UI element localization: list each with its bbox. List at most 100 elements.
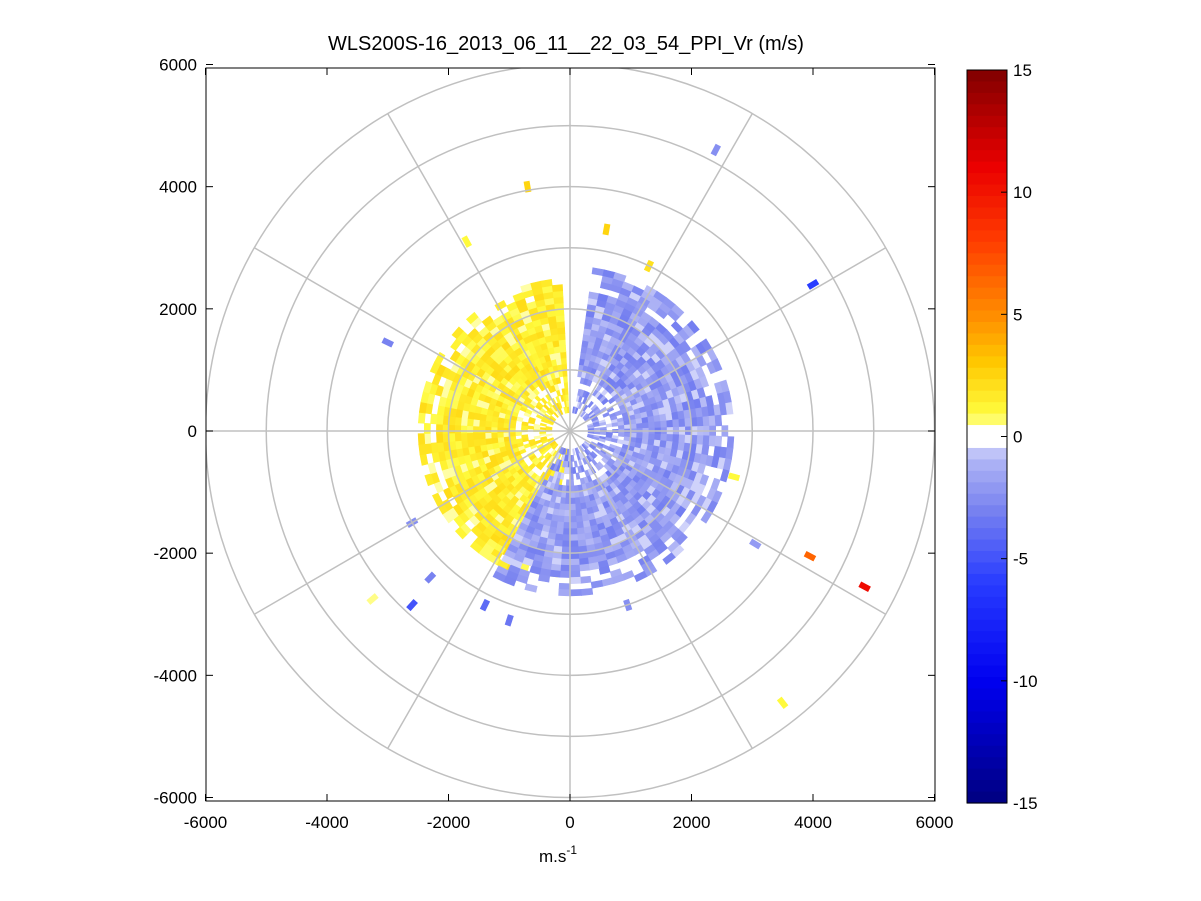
colorbar: 15 10 5 0 -5 -10 -15 [966, 61, 1038, 813]
range-gate-cell [702, 435, 710, 447]
colorbar-cell [967, 127, 1007, 140]
range-gate-cell [418, 443, 427, 456]
range-gate-cell [436, 432, 444, 444]
range-gate-cell [454, 432, 462, 442]
x-tick-label: 2000 [673, 813, 711, 832]
colorbar-cell [967, 218, 1007, 231]
range-gate-cell [501, 554, 514, 566]
range-gate-cell [539, 426, 547, 431]
colorbar-cell [967, 608, 1007, 621]
range-gate-cell [540, 279, 553, 288]
data-point [504, 614, 514, 627]
range-gate-cell [588, 562, 600, 571]
colorbar-cell [967, 505, 1007, 518]
range-gate-cell [417, 433, 426, 445]
range-gate-cell [569, 540, 579, 548]
range-gate-cell [569, 558, 580, 566]
range-gate-cell [556, 521, 564, 529]
range-gate-cell [565, 394, 569, 402]
range-gate-cell [702, 415, 710, 427]
range-gate-cell [671, 304, 685, 318]
range-gate-cell [725, 447, 734, 460]
range-gate-cell [560, 558, 571, 566]
colorbar-tick-label: 15 [1013, 61, 1032, 80]
colorbar-tick-label: -5 [1013, 550, 1028, 569]
range-gate-cell [569, 515, 577, 523]
y-tick-label: 2000 [159, 300, 197, 319]
range-gate-cell [605, 423, 613, 428]
range-gate-cell [564, 497, 571, 505]
range-gate-cell [594, 463, 602, 471]
y-tick-label: -6000 [154, 789, 197, 808]
range-gate-cell [569, 570, 581, 578]
range-gate-cell [686, 320, 700, 334]
range-gate-cell [662, 552, 676, 565]
range-gate-cell [562, 522, 571, 530]
colorbar-cell [967, 92, 1007, 105]
chart-title: WLS200S-16_2013_06_11__22_03_54_PPI_Vr (… [328, 33, 804, 55]
range-gate-cell [561, 540, 571, 548]
range-gate-cell [672, 419, 680, 428]
range-gate-cell [569, 497, 576, 505]
colorbar-cell [967, 585, 1007, 598]
range-gate-cell [555, 314, 565, 323]
range-gate-cell [576, 533, 586, 542]
data-point [366, 593, 379, 605]
colorbar-cell [967, 264, 1007, 277]
colorbar-cell [967, 287, 1007, 300]
colorbar-cell [967, 321, 1007, 335]
x-tick-label: -6000 [184, 813, 227, 832]
y-tick-label: 6000 [159, 56, 197, 75]
colorbar-cell [967, 734, 1007, 747]
range-gate-cell [490, 437, 499, 444]
range-gate-cell [575, 472, 581, 480]
data-point [710, 143, 721, 157]
x-tick-label: 6000 [916, 813, 954, 832]
range-gate-cell [527, 425, 535, 430]
colorbar-tick-label: 0 [1013, 428, 1022, 447]
axis-ticks: -6000 -4000 -2000 0 2000 4000 6000 -6000 -4000 -2… [154, 56, 954, 833]
range-gate-cell [460, 432, 468, 441]
range-gate-cell [466, 417, 474, 427]
data-point [727, 472, 741, 482]
data-point [479, 598, 491, 612]
range-gate-cell [551, 284, 564, 292]
range-gate-cell [562, 528, 571, 536]
range-gate-cell [496, 431, 504, 438]
range-gate-cell [636, 422, 644, 430]
colorbar-cell [967, 390, 1007, 403]
range-gate-cell [678, 418, 686, 428]
colorbar-cell [967, 115, 1007, 128]
range-gate-cell [672, 434, 680, 443]
range-gate-cell [613, 272, 627, 283]
colorbar-cell [967, 516, 1007, 529]
range-gate-cell [574, 497, 581, 505]
range-gate-cell [472, 418, 480, 427]
colorbar-cell [967, 677, 1007, 690]
colorbar-tick-label: -10 [1013, 672, 1038, 691]
y-tick-label: -2000 [154, 544, 197, 563]
range-gate-cell [699, 375, 710, 388]
range-gate-cell [559, 570, 571, 578]
range-gate-cell [598, 438, 606, 443]
colorbar-cell [967, 551, 1007, 564]
colorbar-cell [967, 493, 1007, 506]
data-point [406, 599, 418, 612]
azimuth-spoke [569, 113, 753, 432]
azimuth-spoke [387, 113, 571, 432]
range-gate-cell [624, 424, 632, 430]
data-point [858, 581, 871, 592]
colorbar-cell [967, 791, 1007, 804]
colorbar-cell [967, 596, 1007, 609]
range-gate-cell [576, 521, 584, 529]
azimuth-spoke [569, 430, 887, 615]
data-point [424, 571, 437, 584]
data-point [803, 551, 817, 562]
colorbar-cell [967, 81, 1007, 94]
range-gate-cell [708, 435, 717, 447]
data-point [776, 696, 789, 709]
y-tick-label: 4000 [159, 178, 197, 197]
range-gate-cell [598, 565, 611, 575]
range-gate-cell [423, 433, 432, 445]
